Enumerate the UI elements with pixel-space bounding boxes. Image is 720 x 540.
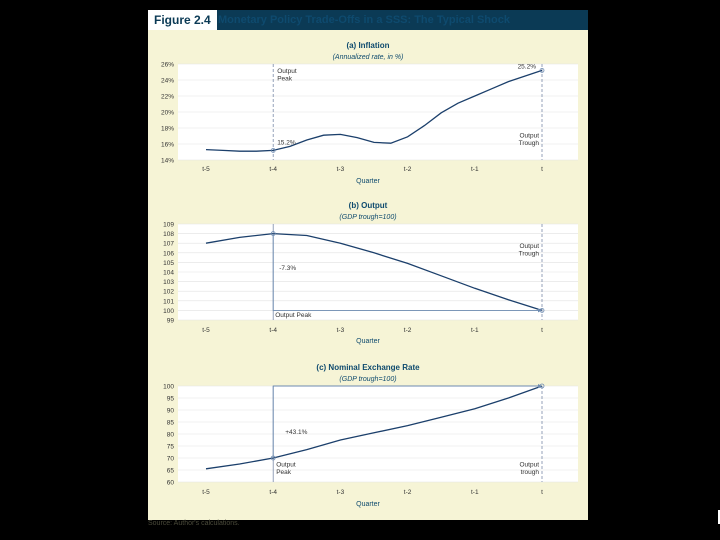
x-tick-label: t-3	[337, 166, 345, 173]
chart-subtitle: (GDP trough=100)	[339, 376, 396, 383]
y-tick-label: 24%	[161, 78, 174, 85]
x-tick-label: t-4	[269, 489, 277, 496]
y-tick-label: 75	[167, 444, 175, 451]
annotation-output-peak: Output Peak	[277, 68, 297, 83]
x-tick-label: t-3	[337, 489, 345, 496]
y-tick-label: 20%	[161, 110, 174, 117]
figure-label: Figure 2.4	[148, 10, 217, 30]
y-tick-label: 109	[163, 222, 174, 229]
x-tick-label: t-2	[404, 489, 412, 496]
trough-marker	[539, 68, 545, 73]
bracket-arrowhead	[538, 308, 542, 313]
annotation-output-trough: Output Trough	[519, 133, 540, 148]
annotation-start-value: 15.2%	[277, 139, 296, 146]
figure-title: Monetary Policy Trade-Offs in a SSS: The…	[218, 14, 510, 26]
annotation-output-peak: Output Peak	[276, 461, 296, 476]
x-tick-label: t-4	[269, 166, 277, 173]
chart-panel-1	[178, 63, 578, 161]
x-axis-label: Quarter	[356, 178, 380, 185]
x-tick-label: t-2	[404, 166, 412, 173]
x-axis-label: Quarter	[356, 501, 380, 508]
y-tick-label: 108	[163, 231, 174, 238]
bracket	[272, 385, 538, 458]
y-tick-label: 104	[163, 270, 174, 277]
chart-panel-3	[178, 383, 578, 483]
y-tick-label: 70	[167, 456, 175, 463]
annotation-output-trough: Output Trough	[519, 243, 540, 258]
y-tick-label: 105	[163, 260, 174, 267]
x-tick-label: t-5	[202, 327, 210, 334]
chart-title: (b) Output	[349, 201, 388, 210]
source-note: Source: Author's calculations.	[148, 520, 240, 527]
y-tick-label: 106	[163, 250, 174, 257]
annotation-change: +43.1%	[285, 429, 307, 436]
y-tick-label: 103	[163, 279, 174, 286]
y-tick-label: 14%	[161, 158, 174, 165]
charts-canvas: (a) Inflation (Annualized rate, in %) 14% 1…	[161, 41, 578, 508]
peak-marker	[270, 148, 276, 153]
annotation-output-trough: Output trough	[519, 461, 539, 476]
y-tick-label: 99	[167, 318, 175, 325]
x-tick-label: t	[541, 327, 543, 334]
y-tick-label: 100	[163, 384, 174, 391]
annotation-end-value: 25.2%	[518, 63, 537, 70]
x-tick-label: t-3	[337, 327, 345, 334]
chart-title: (a) Inflation	[346, 41, 389, 50]
chart-subtitle: (Annualized rate, in %)	[333, 54, 404, 61]
x-tick-label: t-5	[202, 166, 210, 173]
chart-panel-2	[178, 223, 578, 321]
y-tick-label: 95	[167, 396, 175, 403]
x-axis-label: Quarter	[356, 338, 380, 345]
y-tick-label: 18%	[161, 126, 174, 133]
y-tick-label: 85	[167, 420, 175, 427]
annotation-change: -7.3%	[279, 265, 296, 272]
x-tick-label: t-1	[471, 489, 479, 496]
y-tick-label: 26%	[161, 62, 174, 69]
y-tick-label: 102	[163, 289, 174, 296]
figure-title-bar: Figure 2.4 Monetary Policy Trade-Offs in…	[148, 10, 588, 30]
figure-panel: (a) Inflation (Annualized rate, in %) 14% 1…	[148, 30, 588, 520]
y-tick-label: 100	[163, 308, 174, 315]
y-tick-label: 90	[167, 408, 175, 415]
x-tick-label: t-5	[202, 489, 210, 496]
x-tick-label: t-4	[269, 327, 277, 334]
y-tick-label: 65	[167, 468, 175, 475]
y-tick-label: 107	[163, 241, 174, 248]
x-tick-label: t-2	[404, 327, 412, 334]
y-tick-label: 80	[167, 432, 175, 439]
bracket	[272, 233, 538, 311]
edge-mark	[718, 510, 720, 524]
x-tick-label: t	[541, 166, 543, 173]
x-tick-label: t-1	[471, 327, 479, 334]
annotation-output-peak: Output Peak	[275, 312, 312, 319]
chart-title: (c) Nominal Exchange Rate	[316, 363, 420, 372]
chart-subtitle: (GDP trough=100)	[339, 214, 396, 221]
bracket-arrowhead	[538, 384, 542, 388]
y-tick-label: 60	[167, 480, 175, 487]
x-tick-label: t-1	[471, 166, 479, 173]
y-tick-label: 16%	[161, 142, 174, 149]
y-tick-label: 22%	[161, 94, 174, 101]
x-tick-label: t	[541, 489, 543, 496]
y-tick-label: 101	[163, 298, 174, 305]
